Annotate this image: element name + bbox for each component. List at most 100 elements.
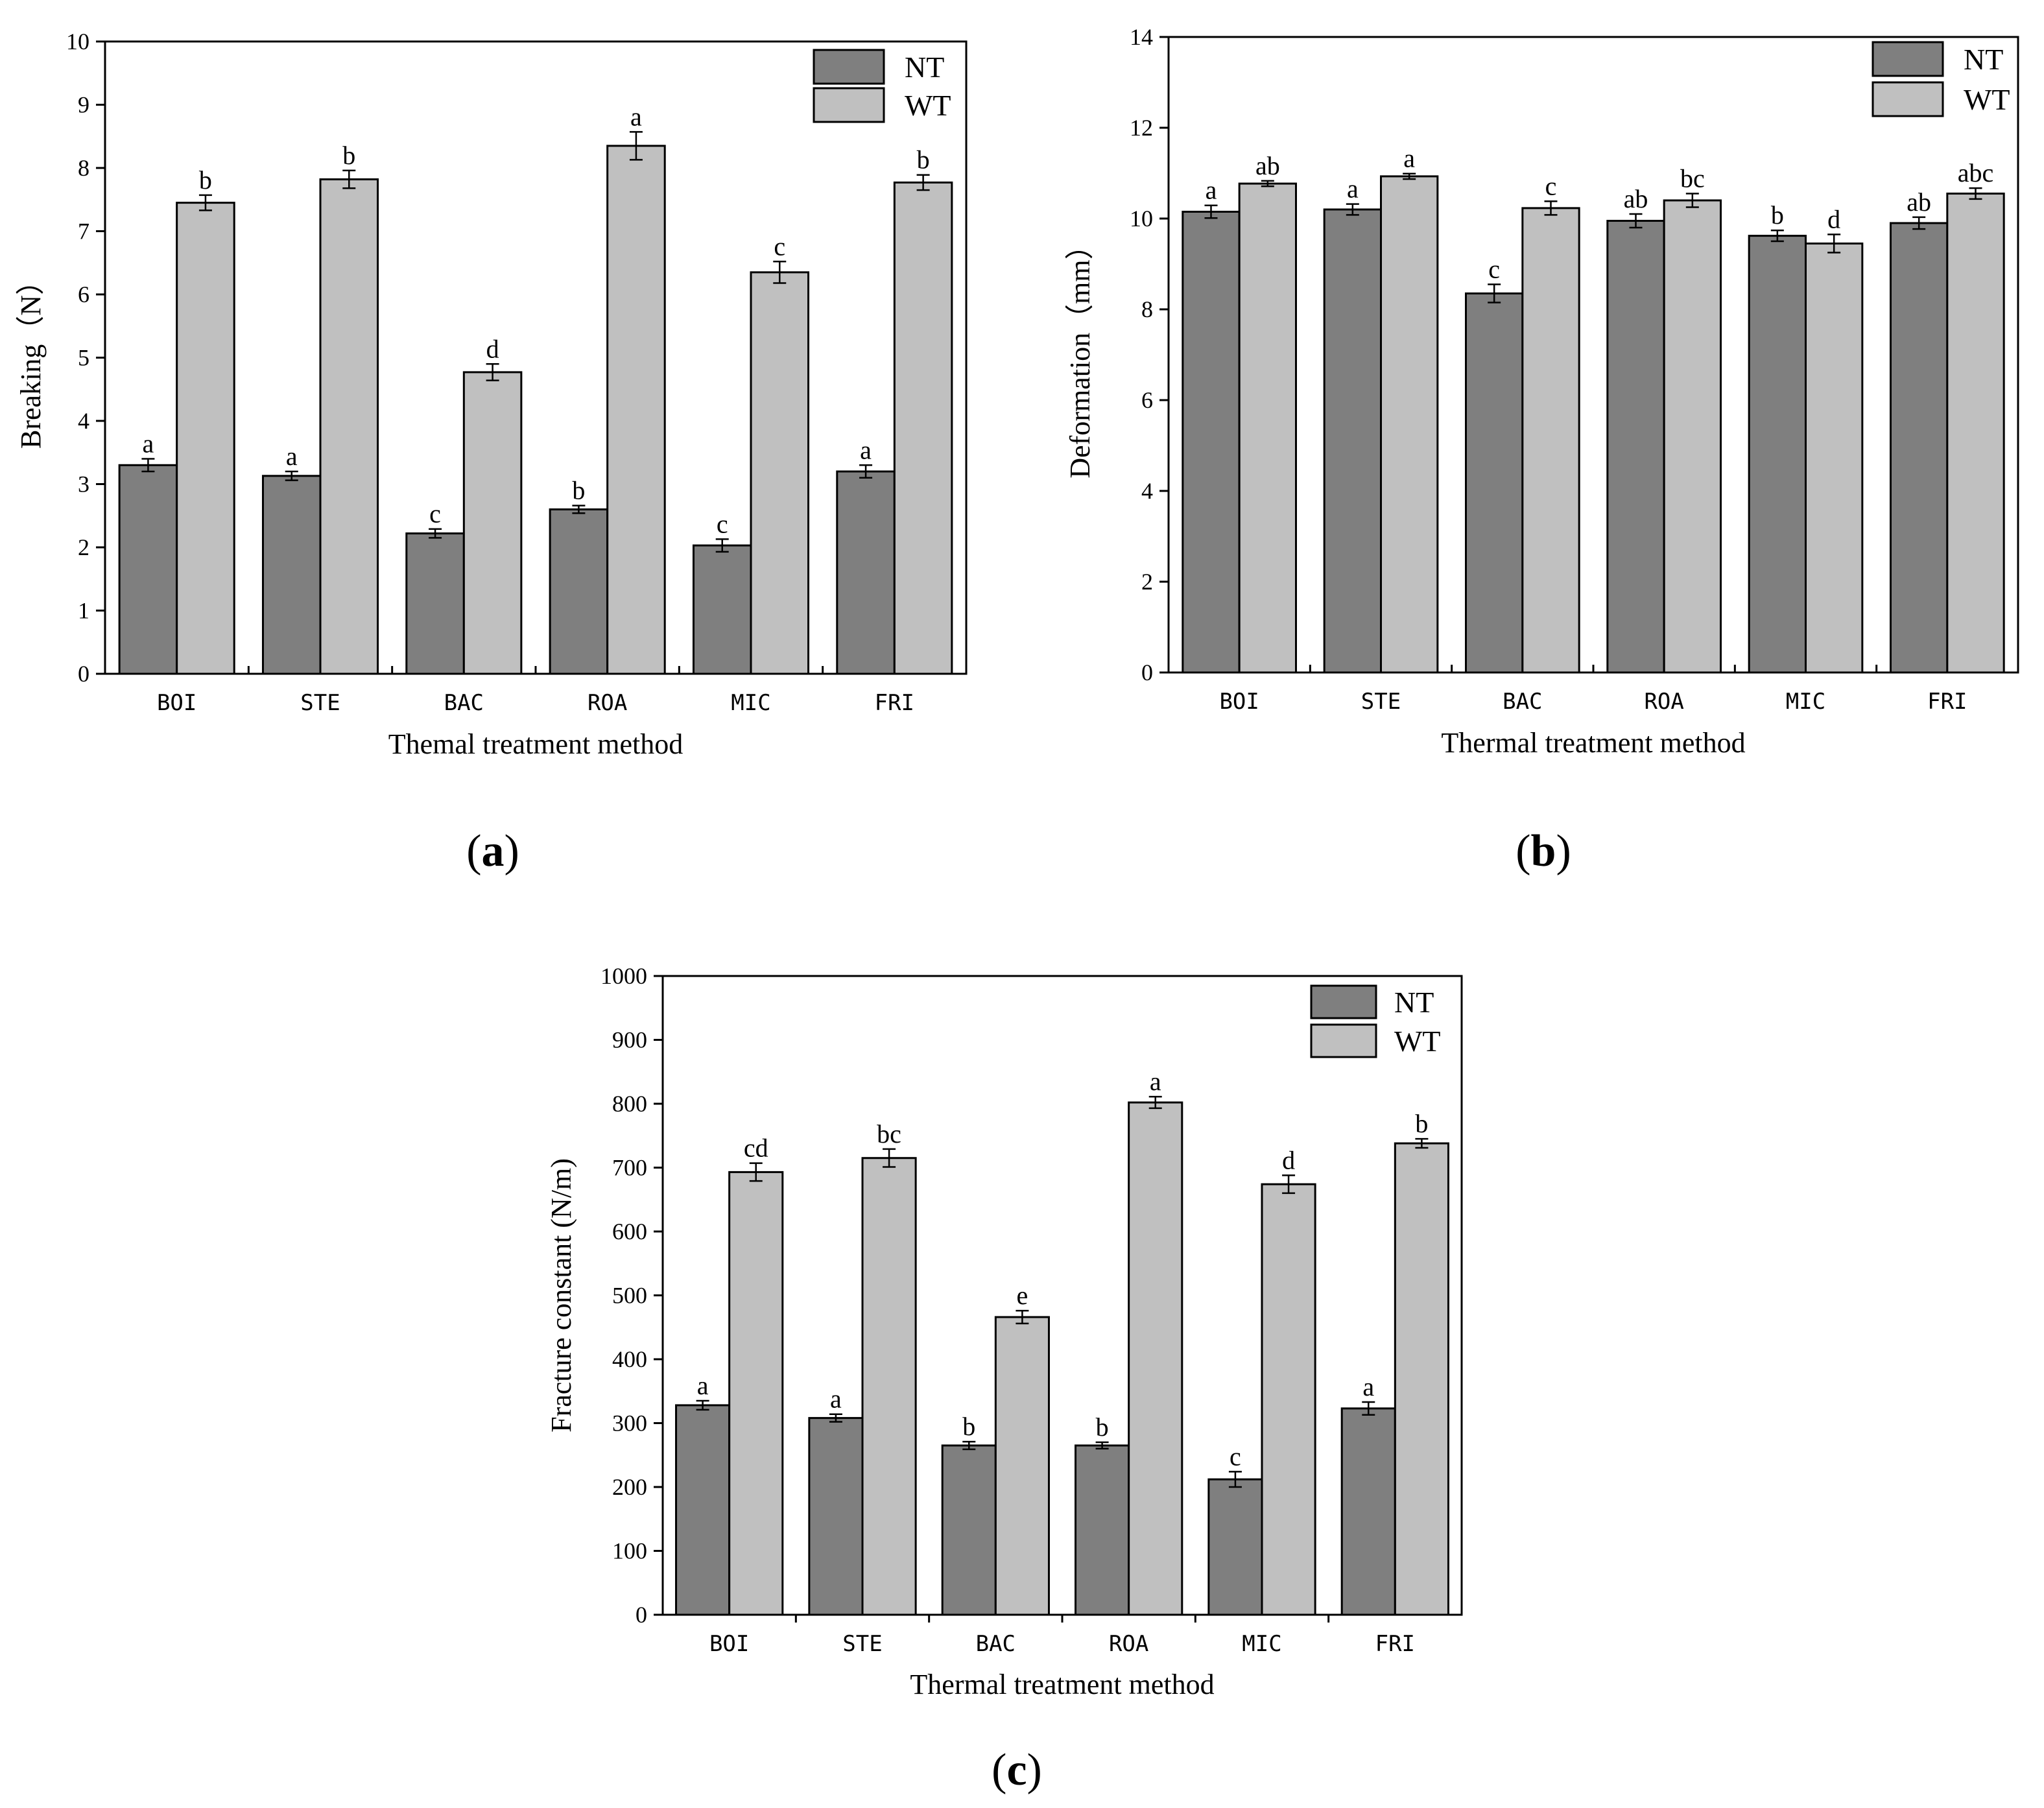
significance-letter: c <box>429 499 441 529</box>
bar-nt-bac <box>1465 292 1524 674</box>
y-axis-title: Breaking（N） <box>15 267 47 449</box>
bar-nt-boi <box>1182 211 1241 674</box>
panel-label: (c) <box>992 1745 1042 1795</box>
y-tick-label: 100 <box>612 1538 647 1564</box>
panel-letter: c <box>1006 1745 1027 1795</box>
significance-letter: e <box>1017 1281 1028 1310</box>
bar-wt-fri <box>1946 193 2005 674</box>
y-tick-label: 6 <box>1141 387 1153 413</box>
significance-letter: a <box>143 429 154 458</box>
legend-swatch-wt <box>813 87 885 123</box>
y-tick-label: 10 <box>66 29 89 54</box>
bar-nt-fri <box>836 470 896 675</box>
bar-wt-ste <box>319 178 379 675</box>
y-tick-label: 12 <box>1130 115 1153 141</box>
bar-wt-ste <box>1380 175 1439 674</box>
y-tick-label: 8 <box>78 155 89 181</box>
significance-letter: bc <box>877 1119 901 1148</box>
y-tick-label: 5 <box>78 345 89 371</box>
bar-nt-fri <box>1890 222 1949 674</box>
y-tick-label: 800 <box>612 1091 647 1117</box>
significance-letter: ab <box>1624 184 1648 213</box>
bar-wt-boi <box>1238 182 1297 674</box>
x-axis-title: Thermal treatment method <box>910 1669 1214 1700</box>
y-tick-label: 0 <box>1141 660 1153 685</box>
bar-nt-bac <box>941 1444 997 1616</box>
bar-wt-mic <box>1261 1183 1316 1616</box>
legend-label-nt: NT <box>1964 43 2003 76</box>
significance-letter: cd <box>744 1134 768 1163</box>
significance-letter: b <box>1415 1109 1428 1138</box>
bar-wt-boi <box>728 1171 784 1616</box>
legend-swatch-nt <box>813 49 885 85</box>
y-tick-label: 8 <box>1141 296 1153 322</box>
bar-nt-mic <box>1748 235 1807 674</box>
significance-letter: d <box>1282 1145 1295 1174</box>
bar-wt-fri <box>893 181 953 675</box>
legend-label-nt: NT <box>1394 986 1434 1019</box>
significance-letter: a <box>286 442 298 471</box>
significance-letter: b <box>1096 1412 1109 1442</box>
legend-label-wt: WT <box>1964 83 2010 116</box>
bar-nt-roa <box>1075 1444 1130 1616</box>
legend-label-nt: NT <box>905 51 944 84</box>
bar-wt-bac <box>1521 207 1580 674</box>
x-axis-title: Thermal treatment method <box>1441 727 1745 759</box>
significance-letter: b <box>199 165 212 195</box>
significance-letter: a <box>830 1385 842 1414</box>
bar-nt-ste <box>808 1417 864 1616</box>
significance-letter: ab <box>1907 187 1931 217</box>
significance-letter: c <box>1545 171 1557 200</box>
y-tick-label: 500 <box>612 1283 647 1309</box>
x-tick-label: BAC <box>976 1631 1016 1657</box>
chart-panel-b: a a c ab b ab ab a c bc d abc 0 2 4 6 8 10 12 14 BOI STE BAC RO… <box>1064 24 2019 876</box>
x-tick-label: FRI <box>1927 689 1967 715</box>
significance-letter: a <box>630 102 642 131</box>
significance-letter: a <box>860 435 872 464</box>
x-tick-label: MIC <box>731 690 770 716</box>
significance-letter: a <box>1206 176 1217 205</box>
bar-wt-roa <box>606 145 666 675</box>
legend-swatch-wt <box>1310 1023 1377 1058</box>
y-tick-label: 2 <box>1141 569 1153 595</box>
legend-swatch-wt <box>1872 81 1944 117</box>
significance-letter: d <box>1827 205 1840 234</box>
significance-letter: a <box>1150 1067 1161 1096</box>
x-tick-label: BOI <box>1219 689 1259 715</box>
y-tick-label: 4 <box>1141 478 1153 504</box>
x-tick-label: FRI <box>875 690 914 716</box>
legend-swatch-nt <box>1872 41 1944 77</box>
x-axis-title: Themal treatment method <box>388 728 683 760</box>
y-tick-label: 7 <box>78 219 89 244</box>
bar-wt-bac <box>462 371 523 675</box>
significance-letter: b <box>917 145 930 174</box>
y-tick-label: 600 <box>612 1219 647 1244</box>
x-tick-label: STE <box>842 1631 882 1657</box>
bar-nt-fri <box>1340 1407 1396 1616</box>
significance-letter: c <box>774 232 785 261</box>
significance-letter: a <box>697 1371 709 1400</box>
y-tick-label: 700 <box>612 1155 647 1181</box>
bar-nt-roa <box>1606 220 1665 674</box>
panel-label: (b) <box>1515 826 1571 876</box>
x-tick-label: STE <box>300 690 340 716</box>
y-tick-label: 2 <box>78 534 89 560</box>
x-tick-label: ROA <box>1109 1631 1148 1657</box>
bar-nt-boi <box>675 1404 731 1616</box>
panel-letter: a <box>482 826 505 876</box>
chart-panel-a: a a c b c a b b d a c b 0 1 2 3 4 5 6 7 8 9 10 BOI STE BAC ROA MIC F… <box>15 29 968 876</box>
x-tick-label: BOI <box>157 690 196 716</box>
legend-swatch-nt <box>1310 984 1377 1019</box>
legend-label-wt: WT <box>1394 1025 1441 1058</box>
significance-letter: a <box>1362 1372 1374 1401</box>
significance-letter: b <box>1771 200 1784 230</box>
bar-nt-mic <box>692 544 752 675</box>
x-tick-label: FRI <box>1375 1631 1415 1657</box>
y-tick-label: 300 <box>612 1410 647 1436</box>
x-tick-label: BAC <box>444 690 484 716</box>
significance-letter: b <box>572 476 585 505</box>
x-tick-label: BOI <box>709 1631 749 1657</box>
bar-wt-mic <box>750 271 810 675</box>
y-tick-label: 0 <box>636 1602 647 1628</box>
